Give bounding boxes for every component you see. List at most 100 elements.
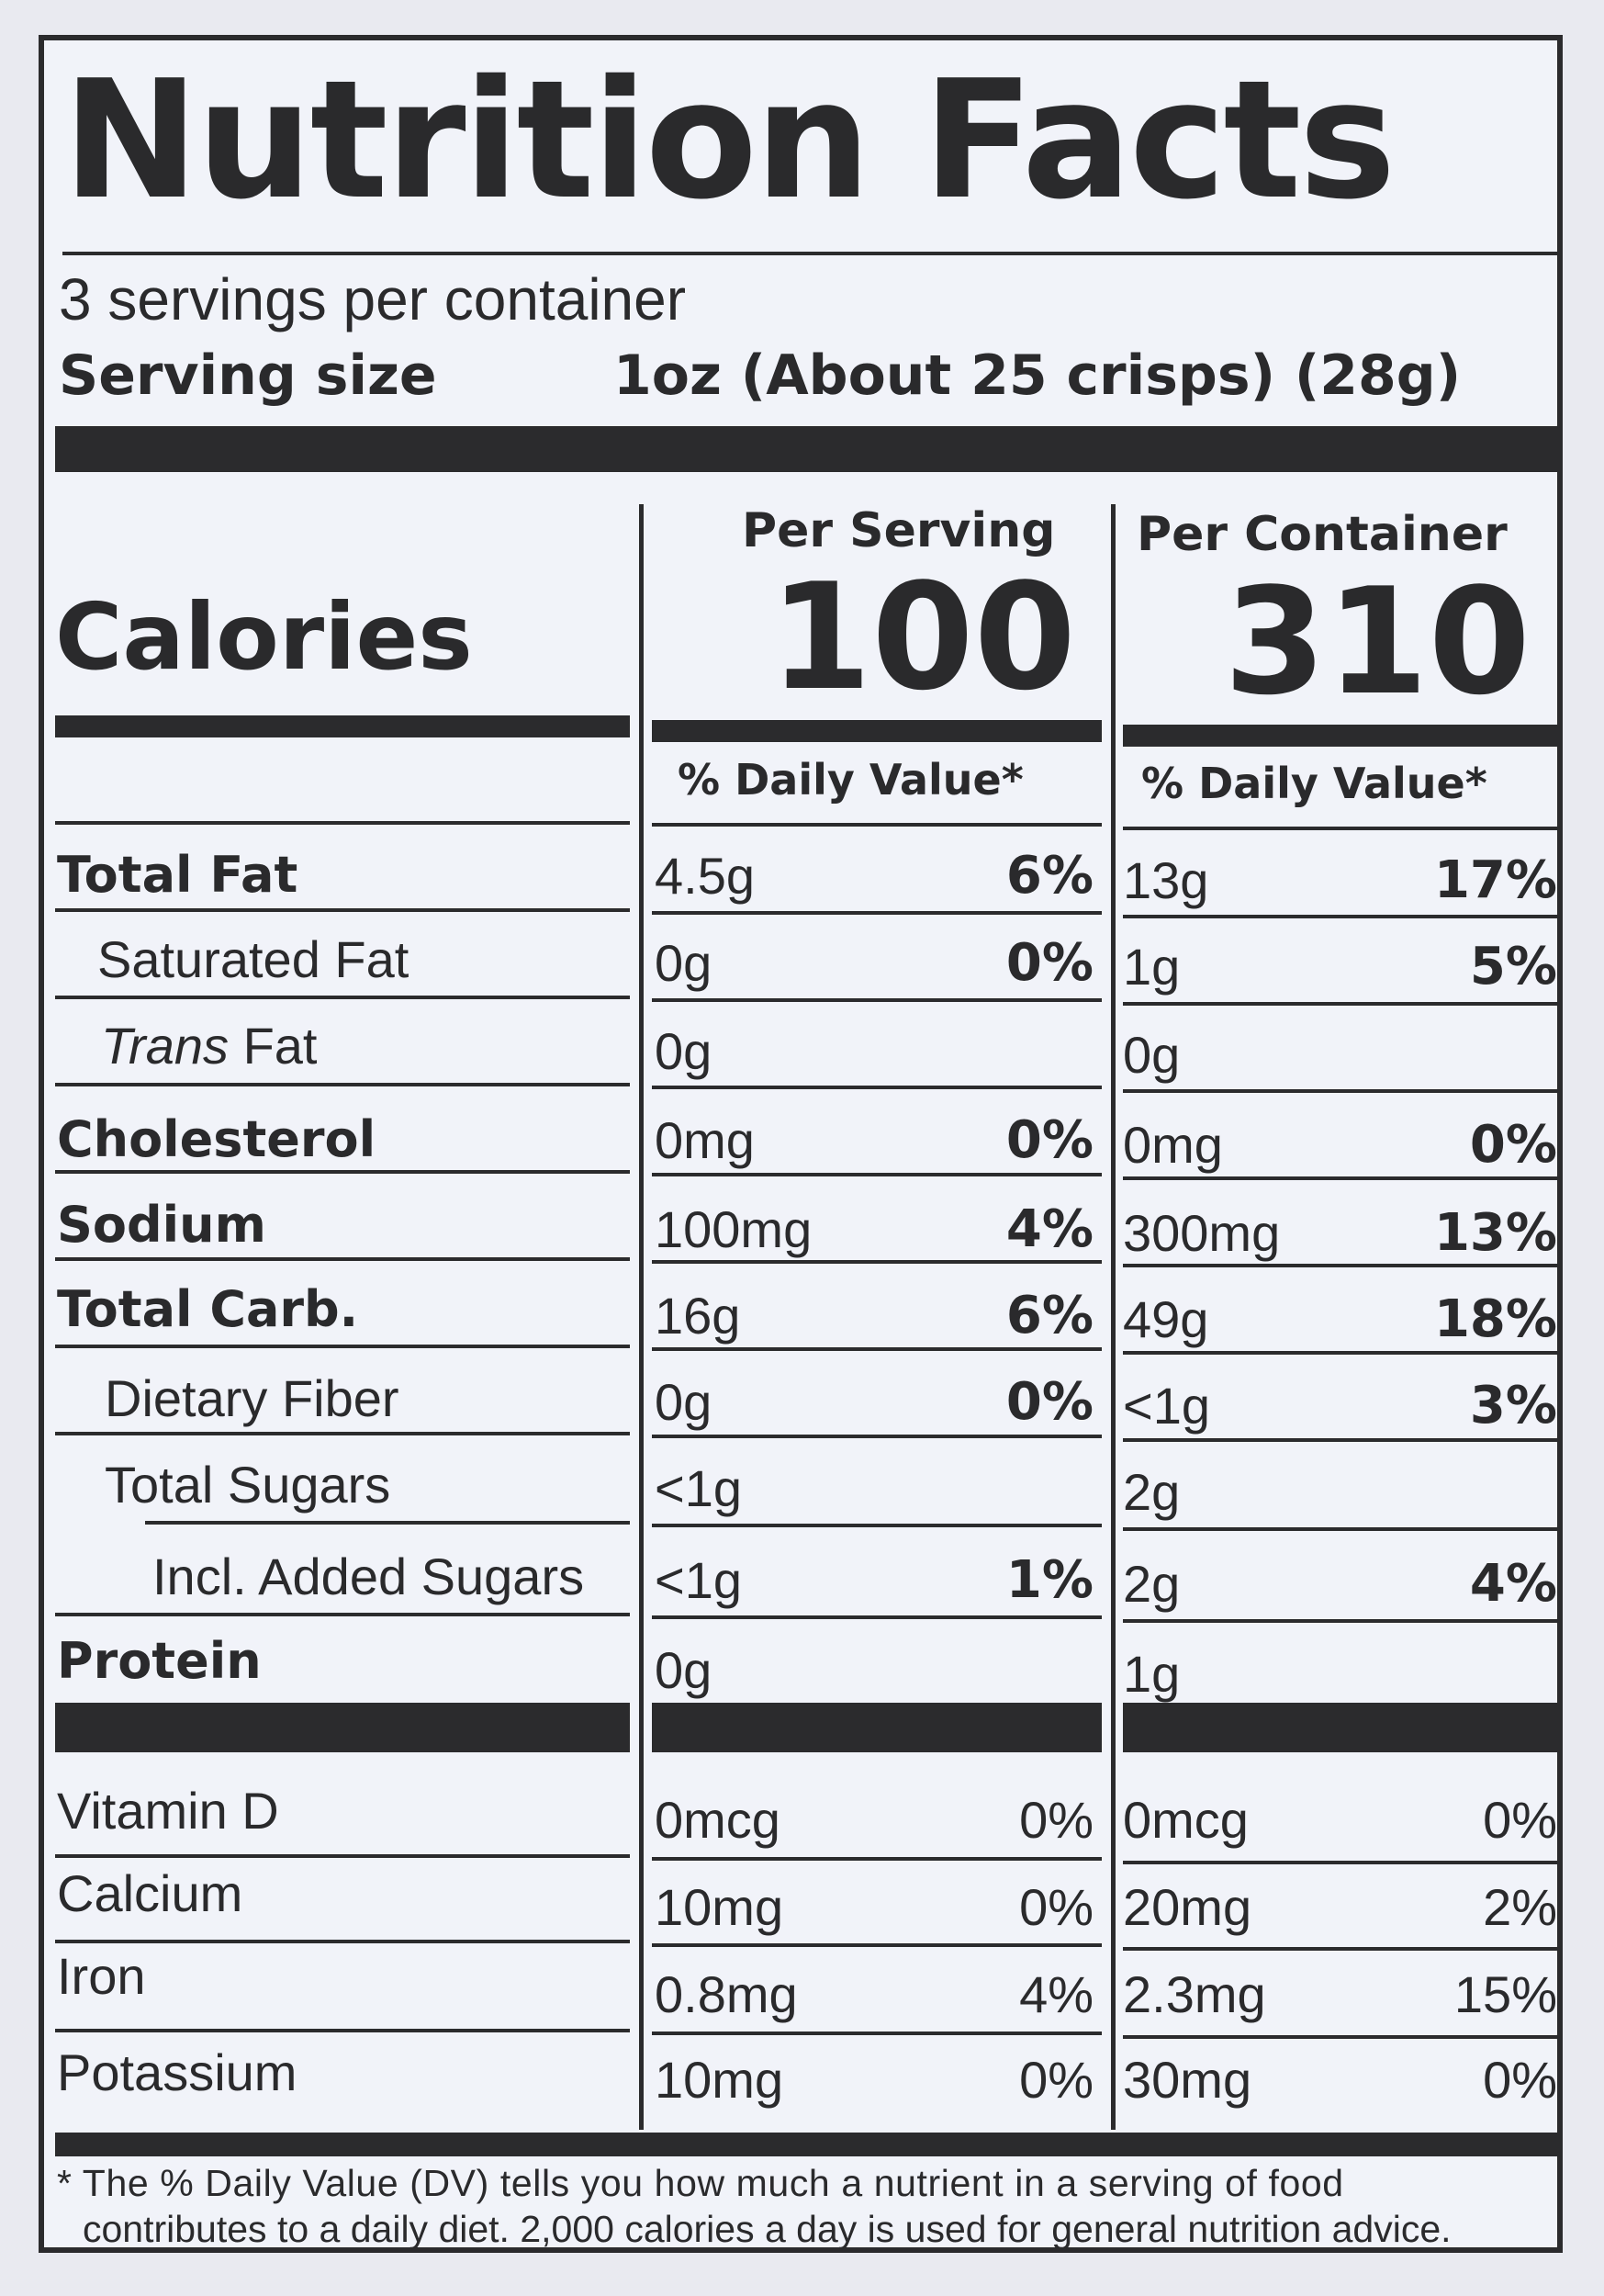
thick-bar-vitamins-right: [1123, 1703, 1557, 1752]
dv-header-container: % Daily Value*: [1141, 759, 1487, 808]
row-rule: [1123, 1089, 1557, 1093]
container-dv: 4%: [1469, 1554, 1557, 1614]
serving-amount: 100mg: [655, 1200, 813, 1258]
column-divider-1: [639, 504, 644, 2130]
row-rule: [652, 1943, 1102, 1947]
nutrient-name-total-fat: Total Fat: [57, 846, 298, 904]
row-rule: [1123, 1619, 1557, 1623]
per-container-header: Per Container: [1137, 507, 1508, 562]
serving-dv: 0%: [1019, 2051, 1094, 2109]
serving-dv: 0%: [1005, 933, 1094, 993]
calories-bar-left: [55, 715, 630, 737]
container-dv: 0%: [1483, 1791, 1557, 1849]
row-rule: [55, 1083, 630, 1086]
serving-dv: 4%: [1005, 1199, 1094, 1259]
serving-amount: <1g: [655, 1551, 742, 1609]
row-rule: [55, 1257, 630, 1261]
nutrient-name-protein: Protein: [57, 1632, 262, 1690]
container-amount: 0g: [1123, 1026, 1181, 1084]
vitamin-name-potassium: Potassium: [57, 2043, 297, 2101]
serving-dv: 6%: [1005, 1286, 1094, 1345]
serving-amount: 0mg: [655, 1111, 755, 1169]
serving-dv: 0%: [1019, 1878, 1094, 1936]
nutrient-name-trans-fat: Trans Fat: [101, 1016, 317, 1075]
thick-bar-vitamins-left: [55, 1703, 630, 1752]
row-rule: [652, 998, 1102, 1002]
row-rule: [1123, 1527, 1557, 1531]
nutrient-name-cholesterol: Cholesterol: [57, 1110, 376, 1168]
row-rule: [652, 1347, 1102, 1351]
serving-dv: 0%: [1005, 1110, 1094, 1170]
container-amount: 20mg: [1123, 1878, 1252, 1936]
vitamin-name-iron: Iron: [57, 1947, 146, 2005]
calories-bar-right: [1123, 725, 1557, 747]
row-rule: [652, 1086, 1102, 1089]
row-rule: [55, 996, 630, 999]
container-dv: 5%: [1469, 937, 1557, 996]
dv-header-serving: % Daily Value*: [678, 755, 1024, 805]
nutrition-facts-label: Nutrition Facts 3 servings per container…: [39, 35, 1563, 2253]
serving-amount: 0g: [655, 1022, 712, 1080]
serving-size-label: Serving size: [59, 343, 437, 408]
vitamin-name-vitamin-d: Vitamin D: [57, 1782, 279, 1840]
container-amount: 1g: [1123, 1645, 1181, 1703]
row-rule: [652, 1615, 1102, 1619]
container-dv: 13%: [1433, 1203, 1557, 1263]
serving-dv: 4%: [1019, 1965, 1094, 2023]
row-rule: [1123, 1861, 1557, 1864]
vitamin-name-calcium: Calcium: [57, 1864, 243, 1922]
footnote-line-2: contributes to a daily diet. 2,000 calor…: [83, 2208, 1452, 2250]
servings-per-container: 3 servings per container: [59, 266, 687, 332]
thick-bar-vitamins-mid: [652, 1703, 1102, 1752]
row-rule: [652, 823, 1102, 827]
serving-amount: 0.8mg: [655, 1965, 798, 2023]
row-rule: [55, 821, 630, 825]
row-rule: [55, 1940, 630, 1943]
row-rule: [652, 911, 1102, 915]
nutrient-name-total-sugars: Total Sugars: [105, 1456, 391, 1514]
trans-fat-word: Fat: [242, 1017, 318, 1075]
container-amount: <1g: [1123, 1377, 1210, 1435]
row-rule: [145, 1521, 630, 1525]
serving-dv: 6%: [1005, 846, 1094, 906]
container-dv: 17%: [1433, 850, 1557, 910]
serving-dv: 0%: [1005, 1372, 1094, 1432]
container-amount: 300mg: [1123, 1204, 1281, 1262]
row-rule: [55, 1170, 630, 1174]
serving-dv: 1%: [1005, 1550, 1094, 1610]
row-rule: [55, 1345, 630, 1348]
thick-bar-bottom: [55, 2133, 1557, 2156]
container-dv: 15%: [1453, 1965, 1557, 2023]
serving-amount: 4.5g: [655, 847, 755, 905]
serving-amount: 0g: [655, 1641, 712, 1699]
row-rule: [55, 1854, 630, 1858]
nutrient-name-sodium: Sodium: [57, 1196, 266, 1254]
serving-amount: 0mcg: [655, 1791, 780, 1849]
container-amount: 2g: [1123, 1555, 1181, 1613]
row-rule: [652, 1524, 1102, 1527]
serving-amount: 10mg: [655, 2051, 784, 2109]
container-dv: 0%: [1469, 1115, 1557, 1175]
column-divider-2: [1111, 504, 1116, 2130]
container-dv: 0%: [1483, 2051, 1557, 2109]
row-rule: [1123, 1438, 1557, 1442]
container-amount: 30mg: [1123, 2051, 1252, 2109]
calories-bar-mid: [652, 720, 1102, 742]
footnote-line-1: * The % Daily Value (DV) tells you how m…: [57, 2162, 1344, 2204]
container-amount: 0mcg: [1123, 1791, 1249, 1849]
row-rule: [1123, 1176, 1557, 1180]
container-amount: 1g: [1123, 938, 1181, 996]
container-amount: 0mg: [1123, 1116, 1223, 1174]
row-rule: [55, 908, 630, 912]
container-amount: 13g: [1123, 851, 1209, 909]
serving-amount: <1g: [655, 1459, 742, 1517]
container-dv: 3%: [1469, 1376, 1557, 1435]
container-dv: 18%: [1433, 1289, 1557, 1349]
row-rule: [1123, 1947, 1557, 1951]
serving-dv: 0%: [1019, 1791, 1094, 1849]
thick-bar-top: [55, 426, 1557, 472]
row-rule: [55, 1432, 630, 1435]
row-rule: [1123, 915, 1557, 918]
serving-amount: 16g: [655, 1287, 741, 1345]
container-amount: 2g: [1123, 1463, 1181, 1521]
